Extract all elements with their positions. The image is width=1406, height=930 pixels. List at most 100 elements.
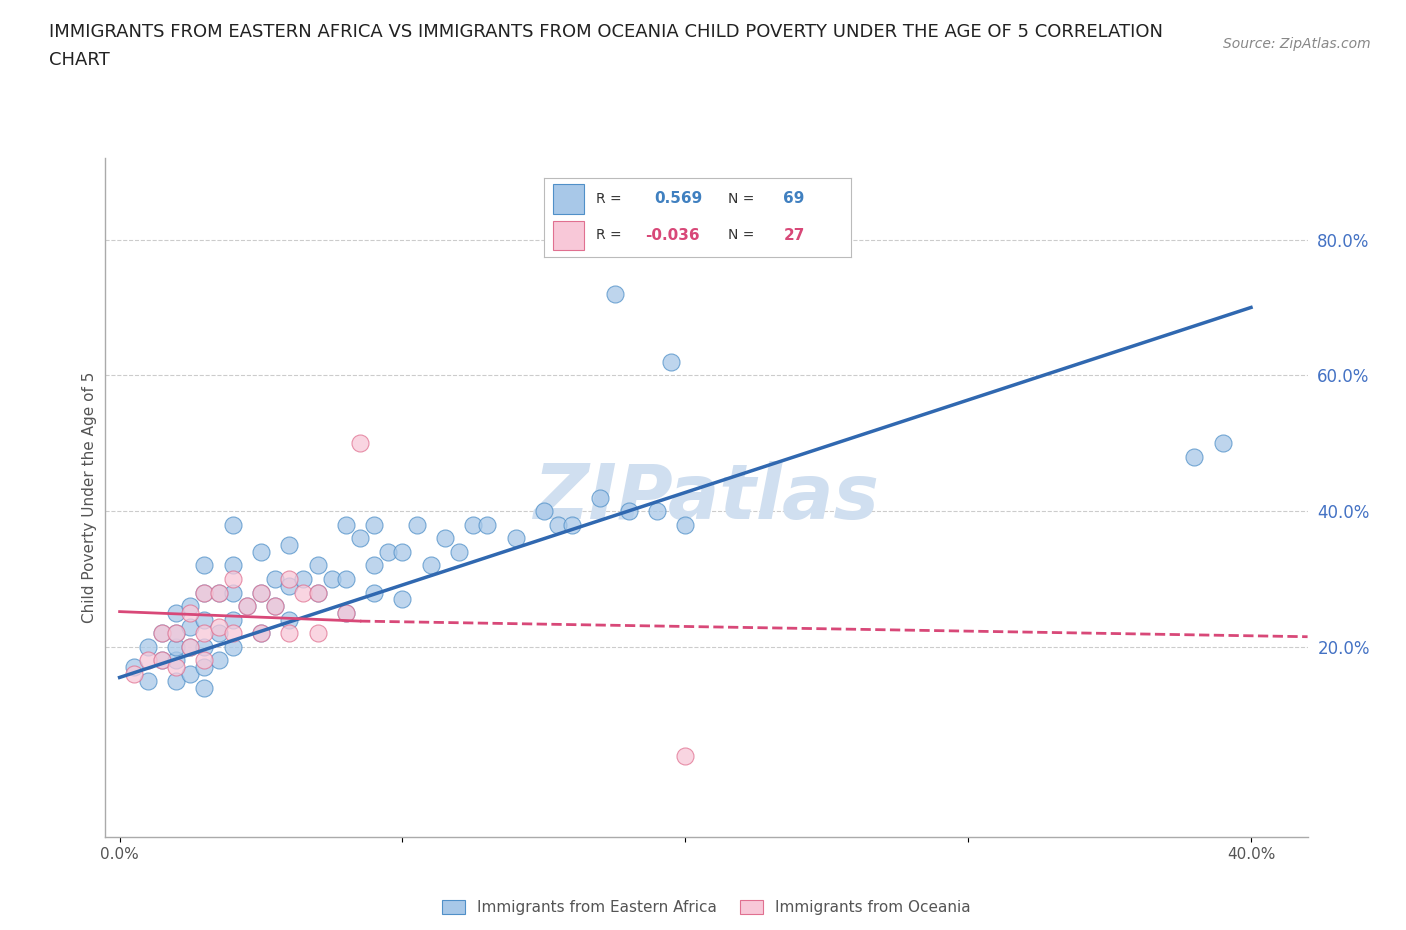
- Point: [391, 592, 413, 607]
- Point: [165, 640, 187, 655]
- Point: [150, 653, 173, 668]
- Point: [278, 578, 301, 593]
- Point: [193, 653, 215, 668]
- Point: [419, 558, 441, 573]
- Point: [292, 572, 315, 587]
- Point: [264, 599, 287, 614]
- Point: [349, 531, 371, 546]
- Point: [335, 605, 357, 620]
- Point: [250, 585, 273, 600]
- Point: [363, 517, 385, 532]
- Point: [391, 544, 413, 559]
- Point: [165, 673, 187, 688]
- Text: IMMIGRANTS FROM EASTERN AFRICA VS IMMIGRANTS FROM OCEANIA CHILD POVERTY UNDER TH: IMMIGRANTS FROM EASTERN AFRICA VS IMMIGR…: [49, 23, 1163, 41]
- Point: [165, 653, 187, 668]
- Point: [193, 660, 215, 675]
- Point: [278, 612, 301, 627]
- Point: [335, 572, 357, 587]
- Point: [533, 504, 555, 519]
- Point: [1212, 436, 1234, 451]
- Point: [136, 640, 159, 655]
- Point: [150, 653, 173, 668]
- Point: [150, 626, 173, 641]
- Point: [477, 517, 499, 532]
- Point: [264, 599, 287, 614]
- Point: [673, 748, 696, 763]
- Text: Source: ZipAtlas.com: Source: ZipAtlas.com: [1223, 37, 1371, 51]
- Point: [193, 558, 215, 573]
- Point: [505, 531, 527, 546]
- Point: [561, 517, 583, 532]
- Text: N =: N =: [728, 229, 755, 243]
- Point: [165, 605, 187, 620]
- Point: [165, 626, 187, 641]
- Point: [179, 640, 201, 655]
- Point: [122, 660, 145, 675]
- Point: [250, 544, 273, 559]
- Point: [363, 585, 385, 600]
- Point: [433, 531, 456, 546]
- Point: [136, 653, 159, 668]
- Point: [179, 619, 201, 634]
- Point: [236, 599, 259, 614]
- Point: [278, 626, 301, 641]
- Point: [222, 585, 245, 600]
- Point: [136, 673, 159, 688]
- Point: [405, 517, 427, 532]
- Point: [207, 619, 229, 634]
- Point: [193, 585, 215, 600]
- Point: [193, 640, 215, 655]
- Point: [335, 517, 357, 532]
- Point: [193, 612, 215, 627]
- Point: [659, 354, 682, 369]
- Point: [645, 504, 668, 519]
- Point: [307, 626, 329, 641]
- Point: [307, 585, 329, 600]
- Text: ZIPatlas: ZIPatlas: [533, 460, 880, 535]
- Bar: [554, 184, 583, 214]
- Point: [122, 667, 145, 682]
- Point: [335, 605, 357, 620]
- Point: [547, 517, 569, 532]
- Text: 69: 69: [783, 192, 804, 206]
- Point: [278, 572, 301, 587]
- Point: [179, 667, 201, 682]
- Point: [363, 558, 385, 573]
- Point: [463, 517, 485, 532]
- Point: [321, 572, 343, 587]
- Point: [222, 640, 245, 655]
- Point: [673, 517, 696, 532]
- Text: R =: R =: [596, 229, 621, 243]
- Point: [165, 626, 187, 641]
- Point: [193, 585, 215, 600]
- Point: [207, 626, 229, 641]
- Point: [447, 544, 470, 559]
- Point: [349, 436, 371, 451]
- Point: [222, 612, 245, 627]
- Legend: Immigrants from Eastern Africa, Immigrants from Oceania: Immigrants from Eastern Africa, Immigran…: [436, 894, 977, 921]
- Point: [222, 626, 245, 641]
- Point: [236, 599, 259, 614]
- Point: [150, 626, 173, 641]
- Text: R =: R =: [596, 192, 621, 206]
- Point: [307, 558, 329, 573]
- Point: [165, 660, 187, 675]
- Point: [207, 653, 229, 668]
- Point: [278, 538, 301, 552]
- Point: [377, 544, 399, 559]
- Point: [250, 626, 273, 641]
- Y-axis label: Child Poverty Under the Age of 5: Child Poverty Under the Age of 5: [82, 372, 97, 623]
- Point: [250, 585, 273, 600]
- Text: 27: 27: [783, 228, 804, 243]
- Text: 0.569: 0.569: [655, 192, 703, 206]
- Bar: [554, 220, 583, 250]
- Point: [207, 585, 229, 600]
- Point: [264, 572, 287, 587]
- Point: [179, 605, 201, 620]
- Point: [617, 504, 640, 519]
- Point: [307, 585, 329, 600]
- Point: [193, 680, 215, 695]
- Point: [589, 490, 612, 505]
- Text: -0.036: -0.036: [645, 228, 700, 243]
- Point: [1184, 449, 1206, 464]
